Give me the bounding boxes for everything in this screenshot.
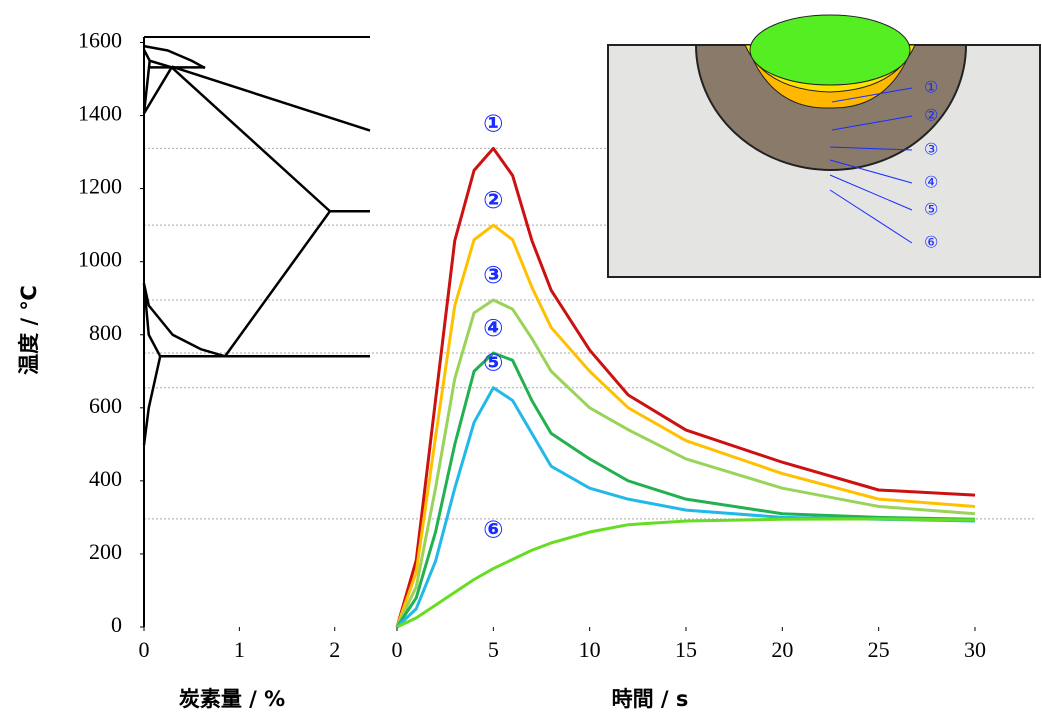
series-label: ① — [483, 109, 503, 137]
inset: ① ② ③ ④ ⑤ ⑥ — [608, 15, 1040, 277]
series-line — [144, 284, 225, 357]
zone-label: ① — [924, 78, 938, 97]
series-line — [225, 211, 330, 356]
series-label: ③ — [483, 261, 503, 289]
y-tick-label: 800 — [89, 320, 122, 345]
x-tick-label: 2 — [329, 637, 340, 662]
y-tick-label: 600 — [89, 393, 122, 418]
series-label: ⑥ — [483, 516, 503, 544]
series-label: ⑤ — [483, 349, 503, 377]
y-tick-label: 1200 — [78, 174, 122, 199]
series-line — [144, 356, 160, 445]
y-tick-label: 0 — [111, 612, 122, 637]
series-label: ④ — [483, 314, 503, 342]
x-axis-label: 炭素量 / % — [179, 687, 285, 711]
x-tick-label: 5 — [488, 637, 499, 662]
x-tick-label: 15 — [675, 637, 697, 662]
series-label: ② — [483, 186, 503, 214]
weld-bead — [750, 15, 910, 85]
x-tick-label: 0 — [392, 637, 403, 662]
series-line — [144, 46, 205, 68]
y-tick-label: 1400 — [78, 101, 122, 126]
x-tick-label: 25 — [868, 637, 890, 662]
y-tick-label: 200 — [89, 539, 122, 564]
page: 3025201510501600140012001000800600400200… — [0, 0, 1042, 720]
series-group — [144, 46, 370, 445]
x-axis-label: 時間 / s — [612, 687, 689, 711]
y-axis-label: 温度 / ℃ — [17, 285, 41, 375]
x-tick-label: 30 — [964, 637, 986, 662]
series-line — [172, 67, 330, 211]
y-tick-label: 1000 — [78, 247, 122, 272]
zone-label: ⑥ — [924, 233, 938, 252]
x-tick-label: 10 — [579, 637, 601, 662]
zone-label: ⑤ — [924, 200, 938, 219]
y-tick-label: 400 — [89, 466, 122, 491]
zone-label: ② — [924, 106, 938, 125]
chart: 3025201510501600140012001000800600400200… — [0, 0, 1042, 715]
x-tick-label: 20 — [771, 637, 793, 662]
zone-label: ③ — [924, 140, 938, 159]
zone-label: ④ — [924, 173, 938, 192]
y-tick-label: 1600 — [78, 28, 122, 53]
x-tick-label: 0 — [139, 637, 150, 662]
series-line — [172, 67, 370, 131]
x-tick-label: 1 — [234, 637, 245, 662]
